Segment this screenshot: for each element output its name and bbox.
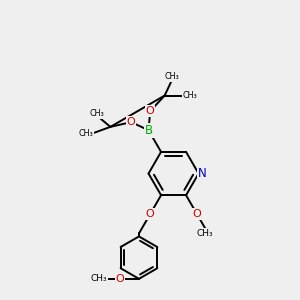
Text: O: O xyxy=(193,209,202,219)
Text: CH₃: CH₃ xyxy=(165,72,180,81)
Text: O: O xyxy=(127,117,136,127)
Text: CH₃: CH₃ xyxy=(89,109,104,118)
Text: O: O xyxy=(146,106,154,116)
Text: O: O xyxy=(146,209,154,219)
Text: CH₃: CH₃ xyxy=(197,229,214,238)
Text: N: N xyxy=(198,167,206,180)
Text: CH₃: CH₃ xyxy=(183,91,197,100)
Text: B: B xyxy=(145,124,153,137)
Text: CH₃: CH₃ xyxy=(91,274,107,283)
Text: CH₃: CH₃ xyxy=(79,129,94,138)
Text: O: O xyxy=(116,274,124,284)
